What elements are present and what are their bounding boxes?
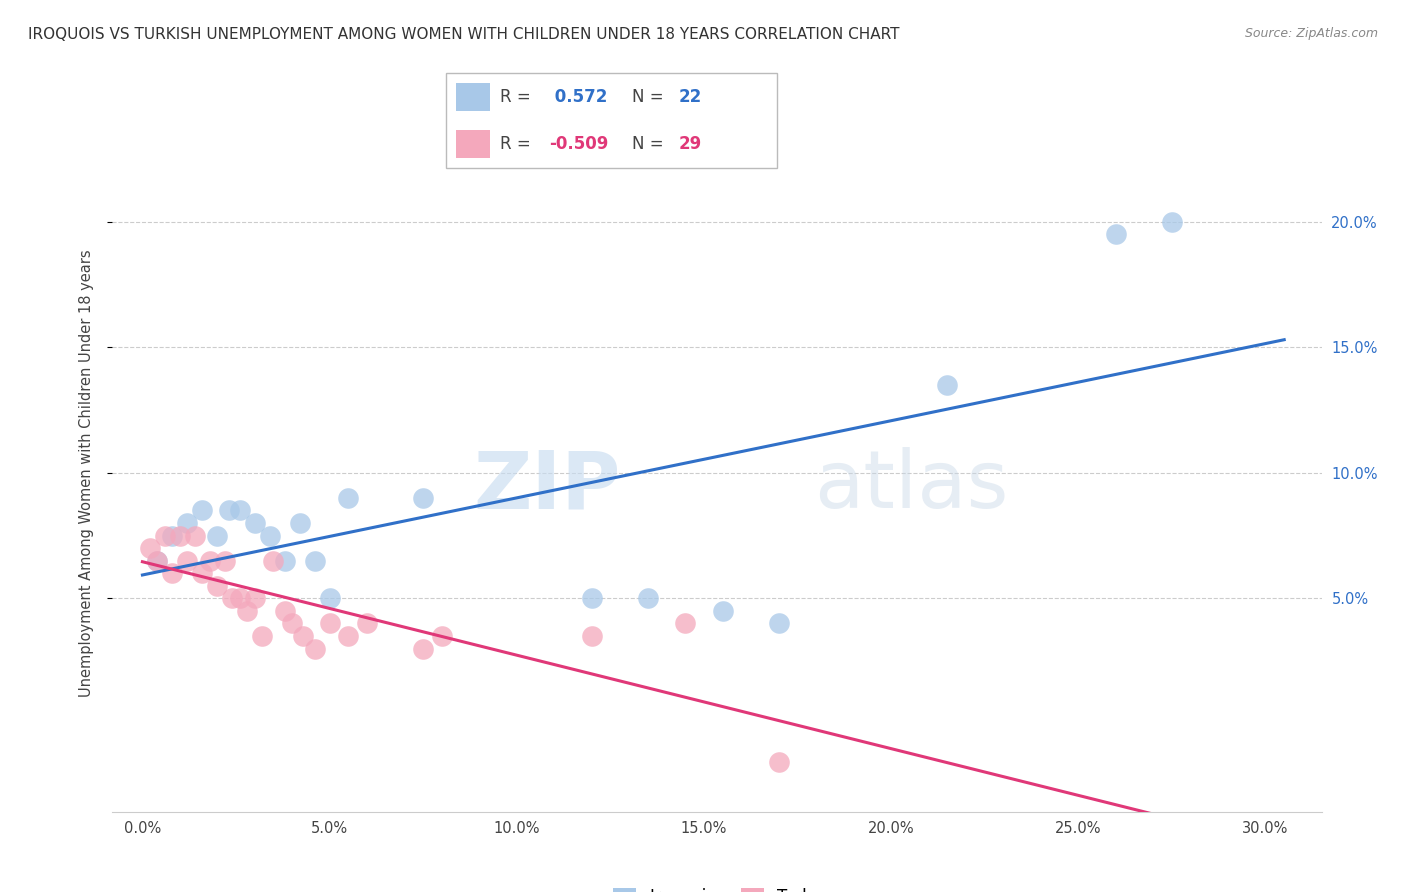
Bar <box>457 130 491 158</box>
Text: IROQUOIS VS TURKISH UNEMPLOYMENT AMONG WOMEN WITH CHILDREN UNDER 18 YEARS CORREL: IROQUOIS VS TURKISH UNEMPLOYMENT AMONG W… <box>28 27 900 42</box>
Y-axis label: Unemployment Among Women with Children Under 18 years: Unemployment Among Women with Children U… <box>79 249 94 697</box>
Point <box>221 591 243 606</box>
Point <box>281 616 304 631</box>
Point <box>936 377 959 392</box>
Point <box>146 554 169 568</box>
Point <box>304 554 326 568</box>
Point <box>184 528 207 542</box>
Text: -0.509: -0.509 <box>550 135 609 153</box>
Point <box>673 616 696 631</box>
Point <box>162 566 184 581</box>
Text: 29: 29 <box>679 135 703 153</box>
Point <box>169 528 191 542</box>
Point <box>581 591 603 606</box>
Point <box>243 516 266 530</box>
Point <box>218 503 240 517</box>
Point <box>236 604 259 618</box>
Point <box>262 554 284 568</box>
Text: 22: 22 <box>679 88 703 106</box>
Point <box>191 566 214 581</box>
Point <box>581 629 603 643</box>
Text: 0.572: 0.572 <box>550 88 607 106</box>
Point <box>318 591 340 606</box>
Text: atlas: atlas <box>814 447 1008 525</box>
Point <box>318 616 340 631</box>
Point <box>176 516 198 530</box>
Text: N =: N = <box>631 135 669 153</box>
Point <box>191 503 214 517</box>
Point <box>337 491 360 505</box>
Point <box>273 554 295 568</box>
Point <box>273 604 295 618</box>
Point <box>139 541 162 555</box>
Point <box>229 591 252 606</box>
Point <box>768 616 790 631</box>
Point <box>214 554 236 568</box>
Point <box>229 503 252 517</box>
Text: N =: N = <box>631 88 669 106</box>
Point <box>412 641 434 656</box>
Legend: Iroquois, Turks: Iroquois, Turks <box>606 881 828 892</box>
Point <box>430 629 453 643</box>
Point <box>146 554 169 568</box>
Text: R =: R = <box>501 135 536 153</box>
Point <box>1105 227 1128 242</box>
Point <box>412 491 434 505</box>
Point <box>162 528 184 542</box>
Point <box>288 516 311 530</box>
Point <box>153 528 176 542</box>
Point <box>637 591 659 606</box>
Point <box>207 528 229 542</box>
Point <box>198 554 221 568</box>
Text: Source: ZipAtlas.com: Source: ZipAtlas.com <box>1244 27 1378 40</box>
Point <box>356 616 378 631</box>
Point <box>304 641 326 656</box>
Point <box>292 629 315 643</box>
FancyBboxPatch shape <box>446 73 778 168</box>
Point <box>207 579 229 593</box>
Point <box>243 591 266 606</box>
Point <box>337 629 360 643</box>
Point <box>768 755 790 769</box>
Text: ZIP: ZIP <box>472 447 620 525</box>
Text: R =: R = <box>501 88 536 106</box>
Point <box>259 528 281 542</box>
Point <box>252 629 274 643</box>
Point <box>1160 215 1182 229</box>
Point <box>711 604 734 618</box>
Bar <box>457 83 491 111</box>
Point <box>176 554 198 568</box>
